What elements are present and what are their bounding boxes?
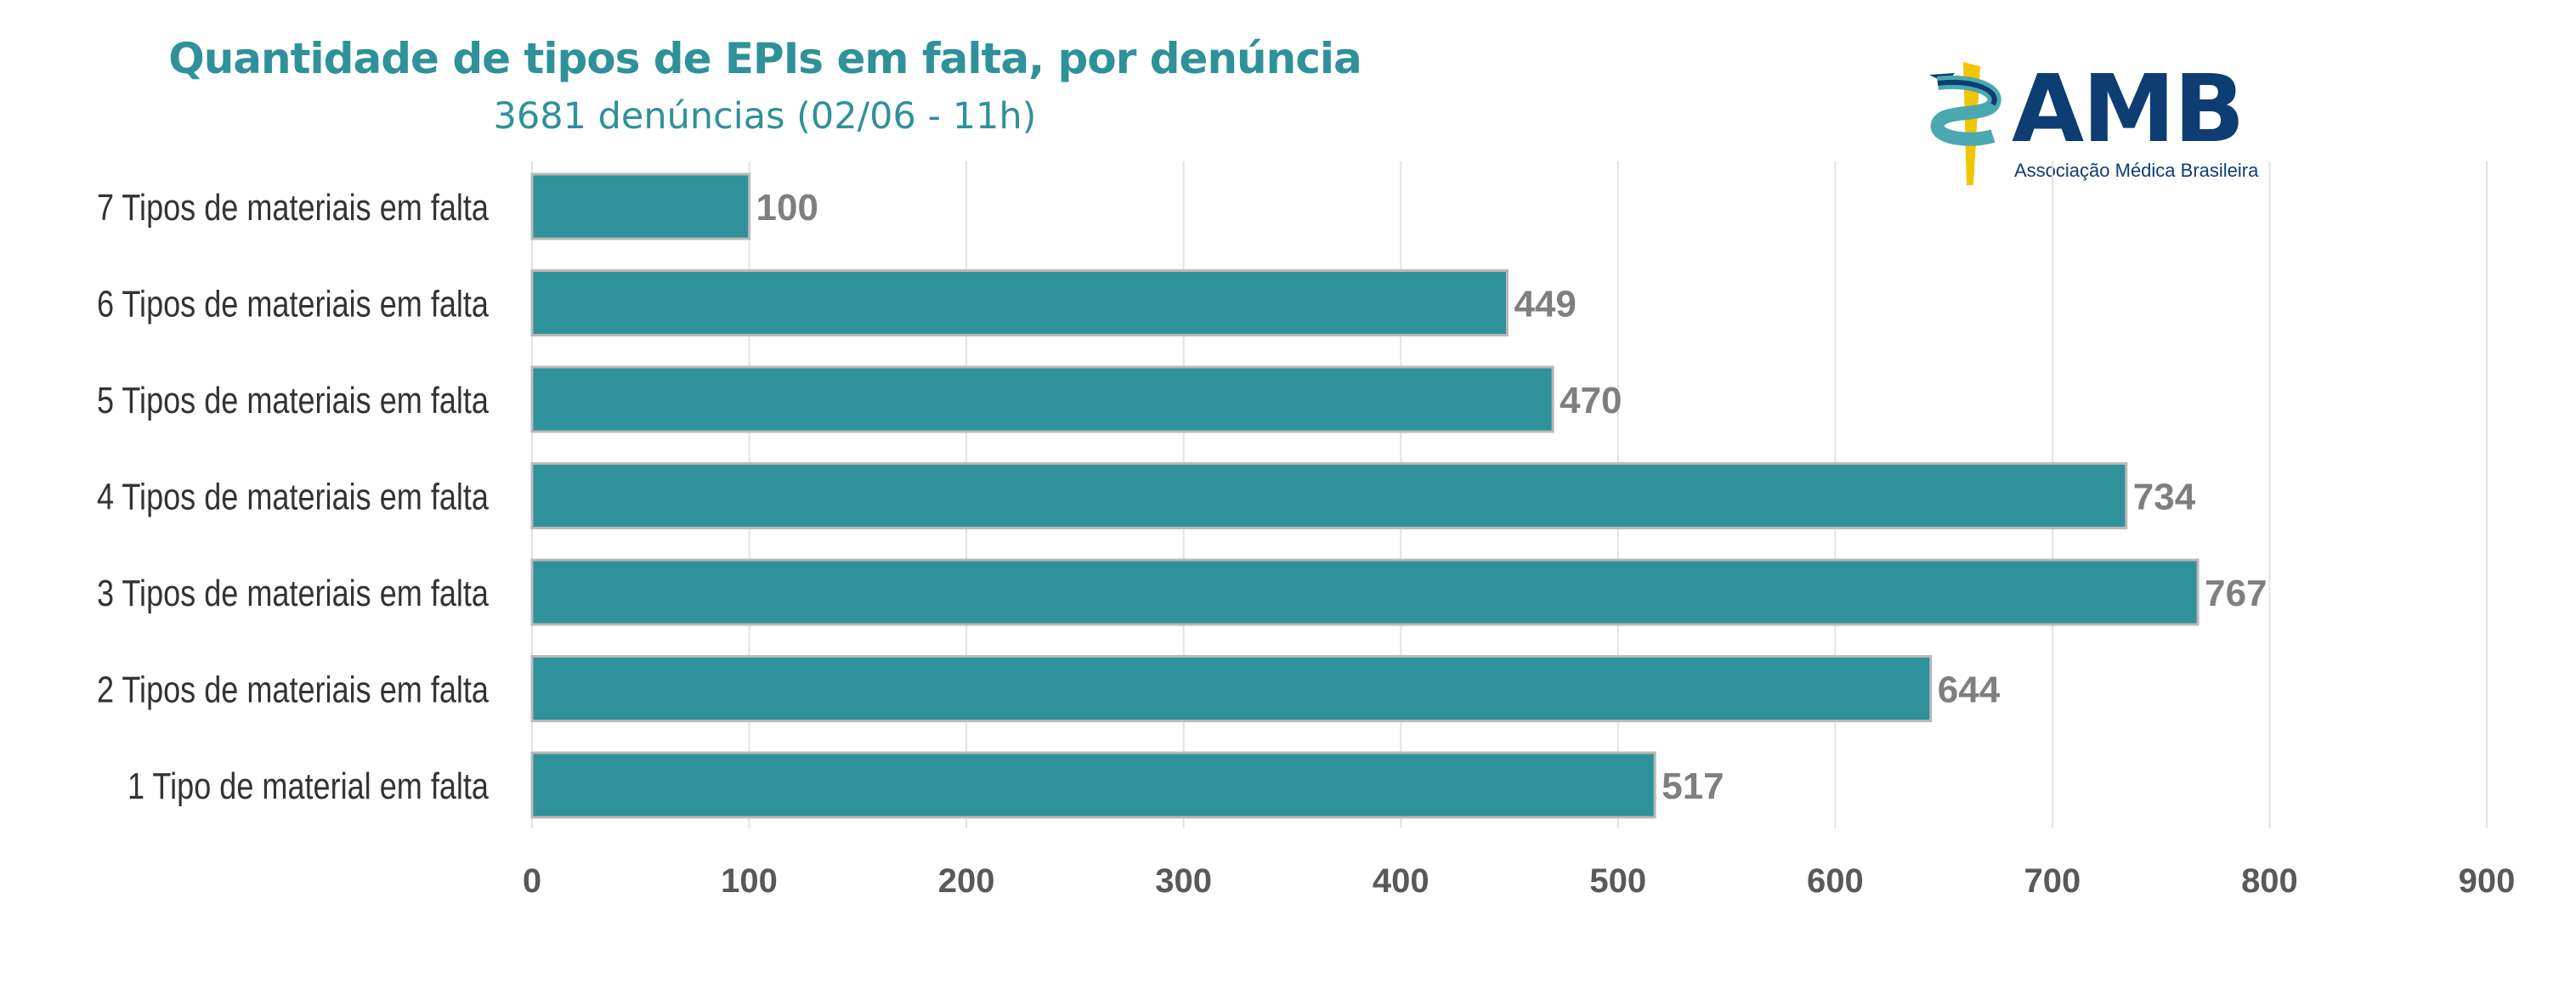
- x-tick-label: 900: [2459, 862, 2516, 900]
- data-label: 767: [2205, 573, 2267, 614]
- category-label: 4 Tipos de materiais em falta: [97, 476, 490, 517]
- amb-logo: AMB Associação Médica Brasileira: [1921, 58, 2278, 194]
- bars: [530, 172, 2200, 819]
- category-label: 3 Tipos de materiais em falta: [97, 573, 490, 614]
- x-tick-label: 0: [523, 862, 541, 900]
- data-label: 644: [1938, 669, 2001, 711]
- bar: [530, 269, 1509, 336]
- x-tick-label: 300: [1155, 862, 1212, 900]
- bar: [530, 558, 2200, 626]
- x-tick-label: 800: [2241, 862, 2298, 900]
- data-label: 100: [756, 187, 818, 229]
- caduceus-icon: [1929, 62, 2001, 185]
- x-tick-label: 600: [1807, 862, 1864, 900]
- chart-subtitle: 3681 denúncias (02/06 - 11h): [493, 95, 1037, 138]
- logo-tagline: Associação Médica Brasileira: [2014, 160, 2259, 181]
- data-label: 517: [1662, 765, 1724, 807]
- x-tick-label: 200: [938, 862, 995, 900]
- category-labels: 7 Tipos de materiais em falta 6 Tipos de …: [97, 187, 490, 807]
- data-labels: 100 449 470 734 767 644 517: [756, 187, 2267, 807]
- bar: [530, 365, 1554, 433]
- data-label: 734: [2133, 477, 2196, 518]
- data-label: 470: [1560, 380, 1622, 421]
- category-label: 2 Tipos de materiais em falta: [97, 669, 490, 710]
- category-label: 7 Tipos de materiais em falta: [97, 187, 490, 229]
- bar: [530, 751, 1656, 819]
- data-label: 449: [1514, 284, 1576, 325]
- chart-title: Quantidade de tipos de EPIs em falta, po…: [168, 34, 1362, 83]
- x-tick-label: 100: [721, 862, 778, 900]
- category-label: 1 Tipo de material em falta: [127, 765, 490, 807]
- x-tick-label: 400: [1373, 862, 1430, 900]
- logo-wordmark: AMB: [2012, 54, 2245, 163]
- x-axis-ticks: 0 100 200 300 400 500 600 700 800 900: [523, 862, 2516, 900]
- bar: [530, 172, 751, 240]
- x-tick-label: 700: [2024, 862, 2081, 900]
- category-label: 5 Tipos de materiais em falta: [97, 380, 490, 421]
- bar: [530, 655, 1933, 722]
- x-tick-label: 500: [1589, 862, 1646, 900]
- bar: [530, 462, 2128, 529]
- category-label: 6 Tipos de materiais em falta: [97, 283, 490, 325]
